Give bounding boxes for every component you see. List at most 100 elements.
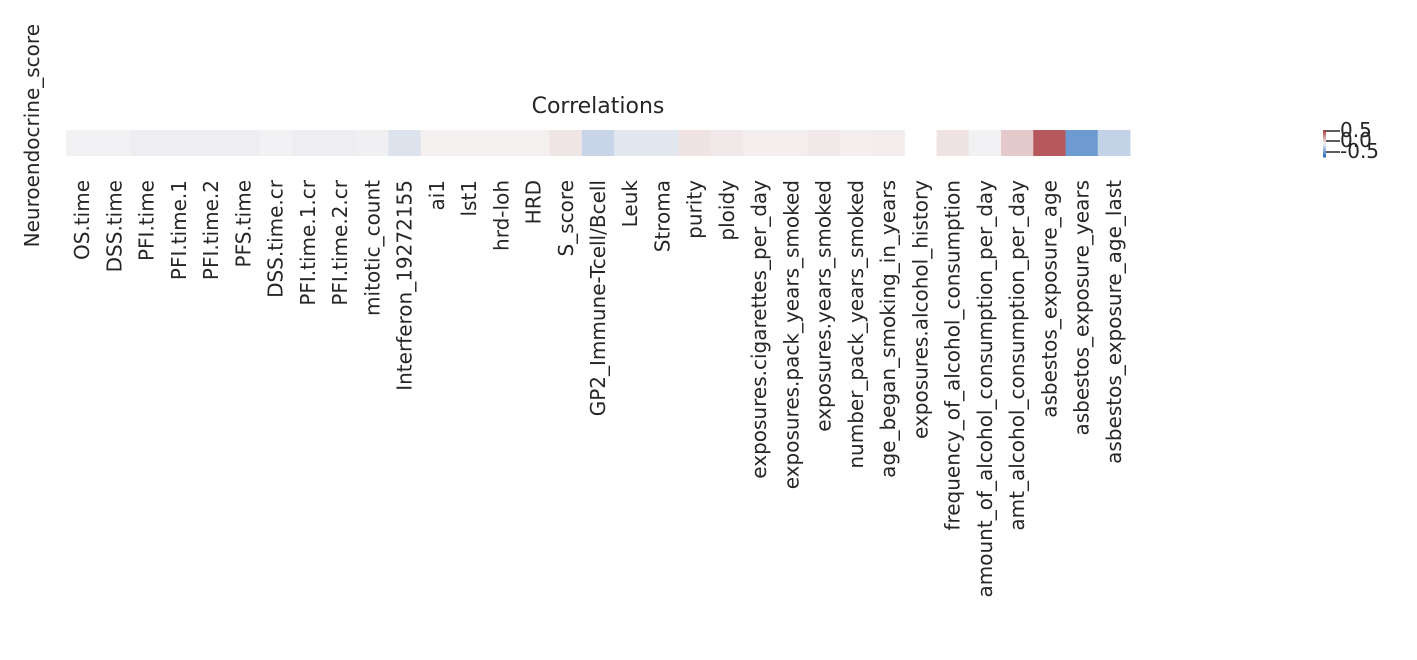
x-tick-label: exposures.cigarettes_per_day — [747, 180, 771, 479]
colorbar-segment — [1323, 152, 1326, 155]
colorbar-segment — [1323, 136, 1326, 138]
heatmap-cell — [968, 130, 1002, 156]
x-tick-label: number_pack_years_smoked — [844, 180, 868, 469]
x-tick-label: exposures.pack_years_smoked — [780, 180, 804, 489]
colorbar-segment — [1323, 144, 1326, 146]
colorbar-segment — [1323, 148, 1326, 150]
x-tick-label: PFI.time.1 — [167, 180, 191, 280]
heatmap-cell — [259, 130, 293, 156]
x-tick-label: amt_alcohol_consumption_per_day — [1005, 180, 1029, 531]
colorbar-segment — [1323, 150, 1326, 152]
colorbar-segment — [1323, 156, 1326, 158]
heatmap-cell — [549, 130, 583, 156]
colorbar-segment — [1323, 151, 1326, 153]
colorbar-segment — [1323, 143, 1326, 145]
x-tick-label: ploidy — [715, 180, 739, 241]
heatmap-cells — [66, 130, 1131, 156]
colorbar-segment — [1323, 146, 1326, 148]
x-tick-label: GP2_Immune-Tcell/Bcell — [586, 180, 610, 416]
heatmap-cell — [678, 130, 712, 156]
x-tick-label: hrd-loh — [489, 180, 513, 251]
heatmap-cell — [485, 130, 518, 156]
colorbar-segment — [1323, 152, 1326, 154]
colorbar: 0.50.0-0.5 — [1323, 118, 1379, 163]
heatmap-cell — [194, 130, 228, 156]
colorbar-segment — [1323, 137, 1326, 139]
colorbar-segment — [1323, 148, 1326, 150]
x-tick-label: exposures.years_smoked — [812, 180, 836, 432]
heatmap-cell — [517, 130, 551, 156]
heatmap-cell — [452, 130, 486, 156]
heatmap-cell — [388, 130, 422, 156]
colorbar-segment — [1323, 132, 1326, 134]
x-axis-labels: OS.time DSS.time PFI.time PFI.time.1 PFI.tim… — [70, 179, 1126, 597]
x-tick-label: exposures.alcohol_history — [908, 180, 932, 439]
colorbar-segment — [1323, 142, 1326, 144]
x-tick-label: lst1 — [457, 180, 481, 217]
heatmap-cell — [1097, 130, 1131, 156]
colorbar-segment — [1323, 130, 1326, 132]
heatmap-cell — [66, 130, 99, 156]
heatmap-cell — [227, 130, 260, 156]
colorbar-segment — [1323, 140, 1326, 142]
x-tick-label: S_score — [554, 180, 578, 256]
heatmap-cell — [356, 130, 389, 156]
row-label: Neuroendocrine_score — [20, 24, 44, 247]
colorbar-segment — [1323, 142, 1326, 144]
x-tick-label: DSS.time — [102, 180, 126, 272]
colorbar-segment — [1323, 155, 1326, 157]
heatmap-cell — [323, 130, 357, 156]
x-tick-label: PFI.time.2 — [199, 180, 223, 280]
colorbar-segment — [1323, 154, 1326, 157]
x-tick-label: PFI.time — [135, 180, 159, 261]
heatmap-cell — [872, 130, 905, 156]
colorbar-tick-label: 0.5 — [1340, 118, 1372, 142]
x-tick-label: Leuk — [618, 180, 642, 228]
heatmap-cell — [130, 130, 164, 156]
colorbar-segment — [1323, 153, 1326, 155]
heatmap-cell — [98, 130, 131, 156]
colorbar-segment — [1323, 149, 1326, 151]
x-tick-label: Stroma — [651, 180, 675, 252]
colorbar-segment — [1323, 141, 1326, 143]
heatmap-cell — [710, 130, 744, 156]
colorbar-segment — [1323, 147, 1326, 149]
colorbar-segment — [1323, 150, 1326, 152]
x-tick-label: DSS.time.cr — [264, 179, 288, 298]
colorbar-segment — [1323, 134, 1326, 136]
x-tick-label: asbestos_exposure_age_last — [1102, 180, 1126, 464]
x-tick-label: asbestos_exposure_years — [1070, 180, 1094, 436]
heatmap-cell — [581, 130, 615, 156]
heatmap-cell — [743, 130, 776, 156]
colorbar-segment — [1323, 135, 1326, 137]
x-tick-label: PFI.time.2.cr — [328, 179, 352, 305]
colorbar-segment — [1323, 138, 1326, 140]
colorbar-segment — [1323, 144, 1326, 146]
x-tick-label: PFI.time.1.cr — [296, 179, 320, 305]
x-tick-label: amount_of_alcohol_consumption_per_day — [973, 180, 997, 598]
colorbar-segment — [1323, 145, 1326, 147]
x-tick-label: Interferon_19272155 — [393, 180, 417, 391]
heatmap-cell — [807, 130, 841, 156]
x-tick-label: OS.time — [70, 180, 94, 260]
heatmap-cell — [1001, 130, 1034, 156]
heatmap-cell — [646, 130, 680, 156]
x-tick-label: HRD — [522, 180, 546, 224]
colorbar-segment — [1323, 140, 1326, 142]
x-tick-label: purity — [683, 180, 707, 239]
x-tick-label: asbestos_exposure_age — [1037, 180, 1061, 418]
x-tick-label: frequency_of_alcohol_consumption — [941, 180, 965, 531]
colorbar-segment — [1323, 139, 1326, 141]
heatmap-cell — [936, 130, 970, 156]
colorbar-segment — [1323, 134, 1326, 136]
heatmap-cell — [775, 130, 809, 156]
colorbar-segment — [1323, 136, 1326, 138]
colorbar-segment — [1323, 130, 1326, 132]
colorbar-segment — [1323, 132, 1326, 134]
x-tick-label: ai1 — [425, 180, 449, 211]
heatmap-cell — [614, 130, 647, 156]
heatmap-cell — [1033, 130, 1067, 156]
colorbar-tick-label: -0.5 — [1340, 139, 1379, 163]
colorbar-segment — [1323, 131, 1326, 133]
